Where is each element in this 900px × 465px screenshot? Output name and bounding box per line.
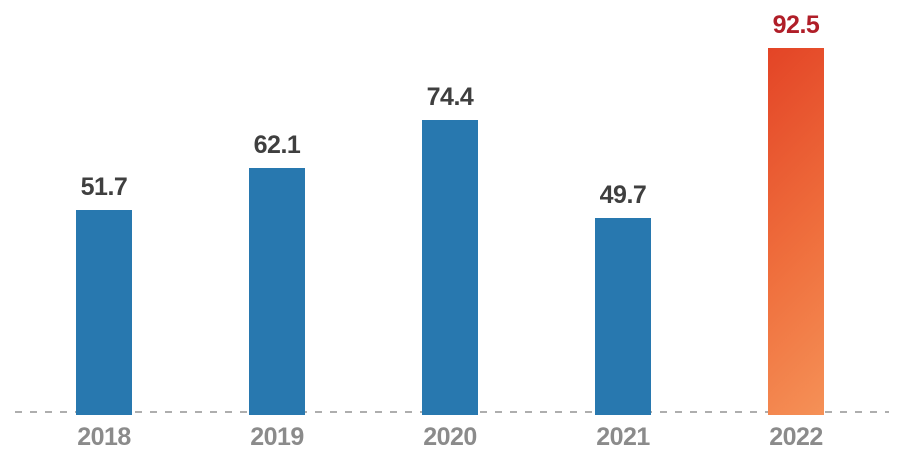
value-label-2022: 92.5 — [772, 11, 820, 39]
value-label-2018: 51.7 — [80, 173, 128, 201]
bar-2020 — [422, 120, 478, 415]
x-tick-label-2020: 2020 — [423, 423, 477, 451]
bar-2021 — [595, 218, 651, 415]
x-tick-label-2022: 2022 — [769, 423, 823, 451]
x-tick-label-2019: 2019 — [250, 423, 304, 451]
bar-2019 — [249, 168, 305, 415]
x-tick-label-2021: 2021 — [596, 423, 650, 451]
value-label-2021: 49.7 — [599, 181, 647, 209]
value-label-2019: 62.1 — [253, 131, 301, 159]
bar-2022 — [768, 48, 824, 415]
x-tick-label-2018: 2018 — [77, 423, 131, 451]
bar-2018 — [76, 210, 132, 415]
value-label-2020: 74.4 — [426, 83, 474, 111]
